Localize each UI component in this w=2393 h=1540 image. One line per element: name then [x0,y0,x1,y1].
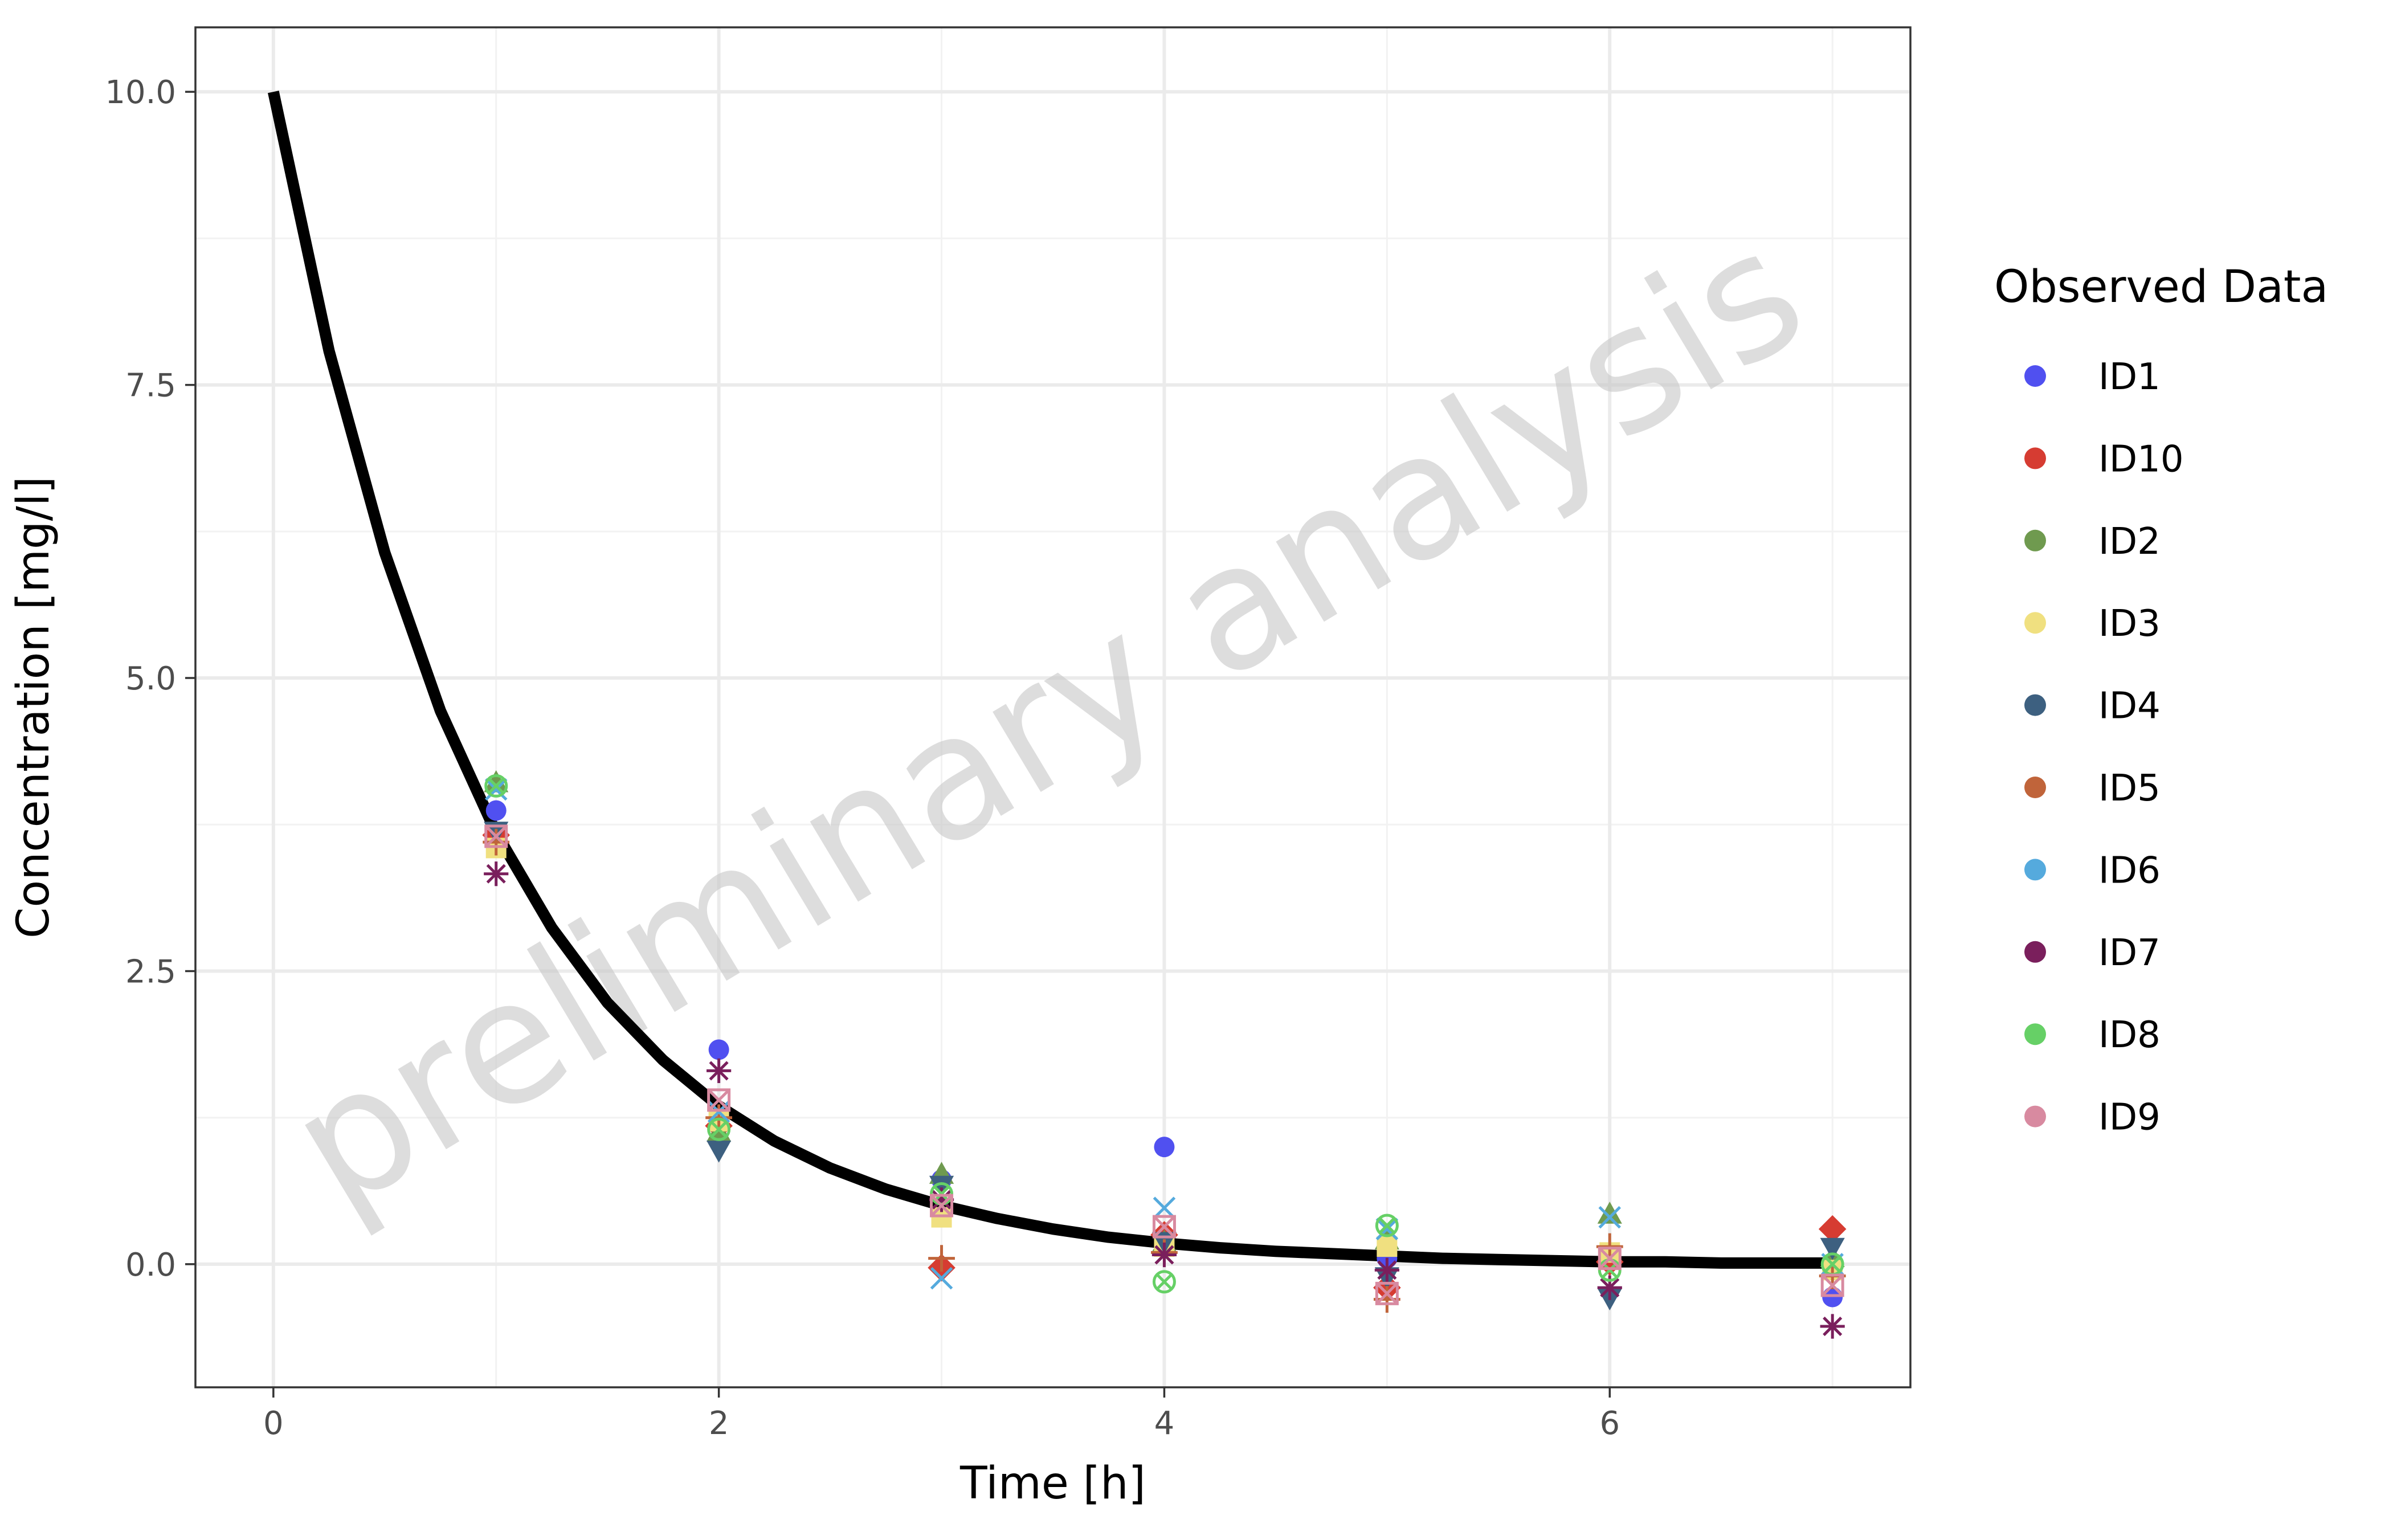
legend-key [2024,612,2046,634]
legend-key [2024,777,2046,798]
data-point [705,1104,733,1131]
y-axis-title: Concentration [mg/l] [8,476,59,938]
data-point [1818,1215,1847,1243]
legend-item: ID10 [2024,438,2184,480]
model-fit-line [268,91,1833,1269]
data-point [1152,1270,1176,1294]
legend-label: ID6 [2098,849,2161,892]
data-point [1374,1257,1399,1282]
data-point [1820,1237,1845,1260]
x-axis-title: Time [h] [959,1458,1146,1509]
legend-item: ID4 [2024,685,2161,728]
legend-key [2024,447,2046,469]
legend-item: ID3 [2024,603,2161,645]
y-tick-label: 5.0 [125,660,176,697]
data-point [708,1039,729,1060]
data-point [484,770,509,793]
legend-item: ID9 [2024,1097,2161,1139]
legend-items: ID1 ID10 ID2 ID3 ID4 ID5 ID6 ID7 ID8 ID9 [2024,356,2184,1139]
data-point [1820,1314,1845,1339]
data-point [1822,1286,1843,1308]
legend-label: ID9 [2098,1097,2161,1139]
data-point [485,800,507,821]
data-point [1820,1273,1844,1297]
legend-title: Observed Data [1994,262,2328,313]
panel-background [195,27,1910,1387]
data-point [929,1175,954,1198]
legend-key [2024,365,2046,387]
data-point [707,1117,731,1141]
data-point [707,1140,732,1163]
x-tick-label: 0 [263,1405,284,1442]
data-point [1597,1202,1622,1224]
y-axis: 0.0 2.5 5.0 7.5 10.0 [105,74,195,1284]
legend-item: ID6 [2024,849,2161,892]
legend-key [2024,529,2046,552]
legend: Observed Data ID1ID10ID2ID3ID4ID5ID6ID7I… [1994,262,2328,1139]
legend-key [2024,859,2046,881]
legend-label: ID8 [2098,1014,2161,1056]
legend-label: ID4 [2098,685,2161,728]
legend-label: ID5 [2098,767,2161,810]
legend-item: ID7 [2024,932,2161,974]
data-point [1375,1218,1399,1240]
data-point [484,778,508,801]
data-point [1154,1137,1175,1158]
series-id8 [484,774,1844,1294]
legend-key [2024,1105,2046,1128]
data-point [484,824,508,848]
data-point [1377,1236,1398,1257]
legend-label: ID1 [2098,356,2161,398]
panel-border [194,26,1912,1388]
data-point [1151,1242,1177,1268]
plot-area: preliminary analysis [194,26,1912,1388]
data-points-layer [482,770,1847,1339]
series-id9 [484,824,1844,1305]
data-point [484,861,509,887]
x-tick-label: 4 [1154,1405,1175,1442]
data-point [930,1267,953,1290]
data-point [1598,1206,1622,1229]
legend-key [2024,1023,2046,1045]
data-point [1375,1281,1399,1305]
legend-item: ID2 [2024,521,2161,563]
data-point [930,1194,954,1218]
data-point [1153,1196,1176,1219]
legend-key [2024,941,2046,963]
legend-label: ID10 [2098,438,2184,480]
data-point [1152,1215,1176,1239]
data-point [484,774,508,798]
legend-key [2024,694,2046,716]
data-point [1598,1247,1622,1271]
y-tick-label: 7.5 [125,367,176,405]
y-tick-label: 10.0 [105,74,176,111]
data-point [707,1088,731,1112]
data-point [928,1245,955,1272]
legend-item: ID8 [2024,1014,2161,1056]
data-point [707,1058,732,1084]
model-line-layer [268,91,1833,1269]
y-tick-label: 0.0 [125,1247,176,1284]
legend-label: ID7 [2098,932,2161,974]
legend-item: ID1 [2024,356,2161,398]
x-tick-label: 2 [709,1405,729,1442]
data-point [1375,1214,1399,1237]
legend-label: ID2 [2098,521,2161,563]
legend-label: ID3 [2098,603,2161,645]
series-id7 [484,861,1845,1339]
legend-item: ID5 [2024,767,2161,810]
x-axis: 0 2 4 6 [263,1387,1620,1442]
data-point [1596,1233,1623,1260]
x-tick-label: 6 [1599,1405,1620,1442]
y-tick-label: 2.5 [125,953,176,990]
